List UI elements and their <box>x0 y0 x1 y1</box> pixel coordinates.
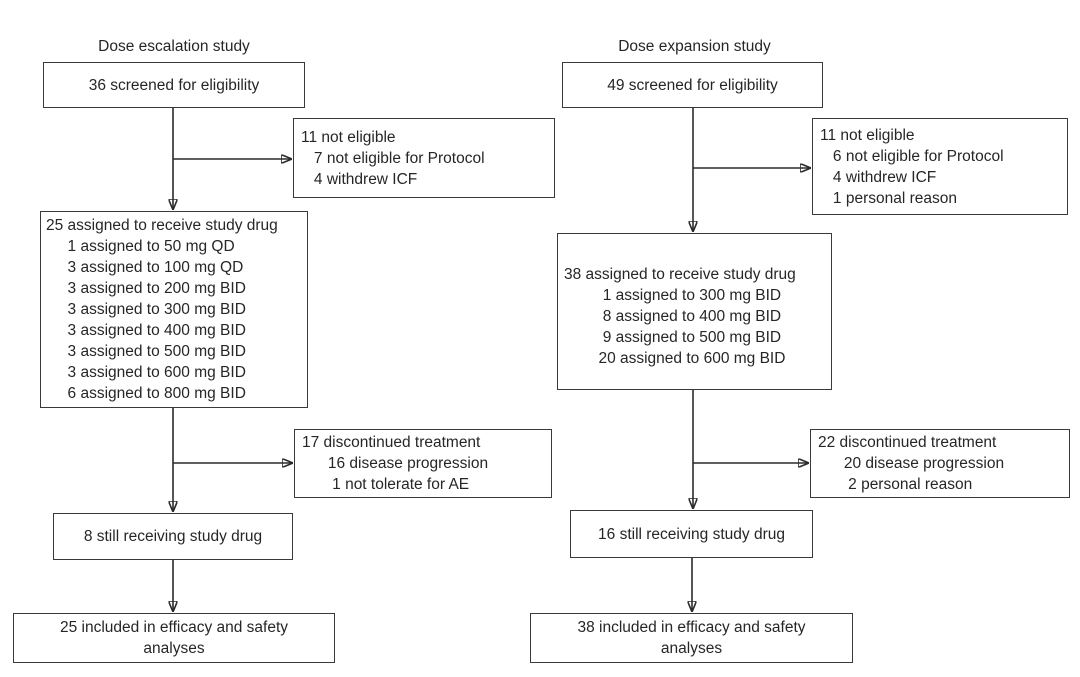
box-still-receiving-expansion: 16 still receiving study drug <box>570 510 813 558</box>
column-title-escalation: Dose escalation study <box>98 38 250 55</box>
box-screened-escalation: 36 screened for eligibility <box>43 62 305 108</box>
box-included-expansion: 38 included in efficacy and safety analy… <box>530 613 853 663</box>
box-not-eligible-escalation: 11 not eligible 7 not eligible for Proto… <box>293 118 555 198</box>
box-included-escalation: 25 included in efficacy and safety analy… <box>13 613 335 663</box>
box-assigned-escalation: 25 assigned to receive study drug 1 assi… <box>40 211 308 408</box>
column-title-expansion: Dose expansion study <box>618 38 771 55</box>
box-assigned-expansion: 38 assigned to receive study drug 1 assi… <box>557 233 832 390</box>
box-still-receiving-escalation: 8 still receiving study drug <box>53 513 293 560</box>
box-not-eligible-expansion: 11 not eligible 6 not eligible for Proto… <box>812 118 1068 215</box>
box-screened-expansion: 49 screened for eligibility <box>562 62 823 108</box>
box-discontinued-escalation: 17 discontinued treatment 16 disease pro… <box>294 429 552 498</box>
box-discontinued-expansion: 22 discontinued treatment 20 disease pro… <box>810 429 1070 498</box>
